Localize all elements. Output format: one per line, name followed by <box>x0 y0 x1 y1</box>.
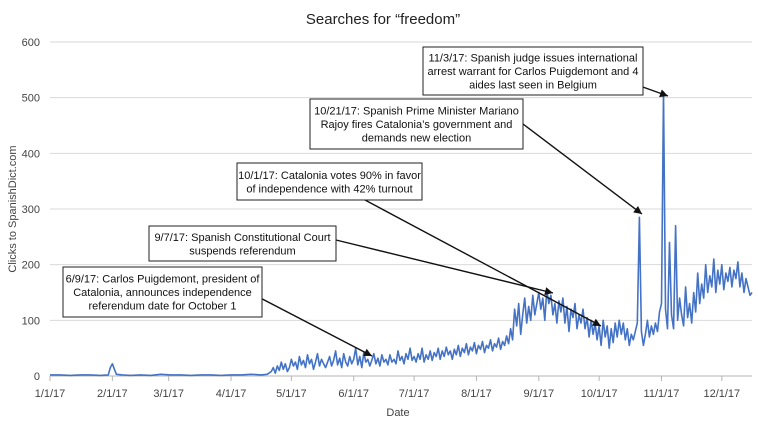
annotation-text: suspends referendum <box>189 245 295 257</box>
y-tick-label: 600 <box>22 37 40 49</box>
annotation-box: 10/1/17: Catalonia votes 90% in favorof … <box>236 162 423 201</box>
x-tick-label: 12/1/17 <box>703 388 740 400</box>
annotation-text: 11/3/17: Spanish judge issues internatio… <box>429 53 638 65</box>
annotation-box: 9/7/17: Spanish Constitutional Courtsusp… <box>148 225 337 262</box>
annotation-box: 6/9/17: Carlos Puigdemont, president ofC… <box>62 266 263 318</box>
annotation-text: 9/7/17: Spanish Constitutional Court <box>154 232 330 244</box>
annotation-text: Catalonia, announces independence <box>73 287 252 299</box>
annotation-frame <box>62 266 263 318</box>
y-tick-label: 200 <box>22 260 40 272</box>
annotation-box: 10/21/17: Spanish Prime Minister Mariano… <box>309 98 524 150</box>
x-tick-label: 6/1/17 <box>338 388 369 400</box>
annotation-frame <box>422 46 644 96</box>
annotations: 11/3/17: Spanish judge issues internatio… <box>62 46 644 318</box>
annotation-text: of independence with 42% turnout <box>246 183 412 195</box>
annotation-frame <box>309 98 524 150</box>
x-tick-label: 1/1/17 <box>35 388 66 400</box>
chart-title: Searches for “freedom” <box>306 11 460 28</box>
x-tick-label: 4/1/17 <box>216 388 247 400</box>
x-tick-label: 3/1/17 <box>153 388 184 400</box>
x-tick-label: 8/1/17 <box>461 388 492 400</box>
annotation-arrows <box>242 85 669 357</box>
arrowhead <box>659 89 668 98</box>
x-tick-label: 11/1/17 <box>644 388 680 400</box>
y-tick-label: 300 <box>22 204 40 216</box>
y-axis-label: Clicks to SpanishDict.com <box>7 145 19 272</box>
arrowhead <box>544 287 553 295</box>
annotation-arrow <box>522 123 643 215</box>
annotation-arrow <box>242 288 373 357</box>
series-line <box>50 91 753 377</box>
annotation-text: Rajoy fires Catalonia’s government and <box>321 119 513 131</box>
annotation-text: referendum date for October 1 <box>89 301 237 313</box>
x-tick-label: 10/1/17 <box>581 388 618 400</box>
arrowhead <box>363 348 372 356</box>
x-axis-ticks: 1/1/17 2/1/17 3/1/17 4/1/17 5/1/17 6/1/17 7/1/… <box>35 376 740 400</box>
y-tick-label: 0 <box>34 371 40 383</box>
annotation-text: 10/1/17: Catalonia votes 90% in favor <box>238 170 421 182</box>
y-axis-ticks: 0 100 200 300 400 500 600 <box>22 37 40 383</box>
annotation-box: 11/3/17: Spanish judge issues internatio… <box>422 46 644 96</box>
annotation-text: demands new election <box>362 133 471 145</box>
annotation-frame <box>148 225 337 262</box>
y-tick-label: 100 <box>22 315 40 327</box>
x-tick-label: 5/1/17 <box>276 388 307 400</box>
y-tick-label: 400 <box>22 148 40 160</box>
x-tick-label: 9/1/17 <box>523 388 554 400</box>
arrowhead <box>592 318 601 326</box>
x-tick-label: 2/1/17 <box>97 388 128 400</box>
annotation-text: 10/21/17: Spanish Prime Minister Mariano <box>314 106 519 118</box>
annotation-text: arrest warrant for Carlos Puigdemont and… <box>428 66 639 78</box>
annotation-arrow <box>364 199 602 327</box>
x-tick-label: 7/1/17 <box>399 388 430 400</box>
gridlines <box>50 41 752 377</box>
arrowhead <box>633 206 642 214</box>
annotation-arrow <box>335 239 554 294</box>
y-tick-label: 500 <box>22 93 40 105</box>
annotation-text: aides last seen in Belgium <box>469 80 597 92</box>
annotation-text: 6/9/17: Carlos Puigdemont, president of <box>66 274 261 286</box>
x-axis-label: Date <box>386 407 409 419</box>
annotation-frame <box>236 162 423 201</box>
